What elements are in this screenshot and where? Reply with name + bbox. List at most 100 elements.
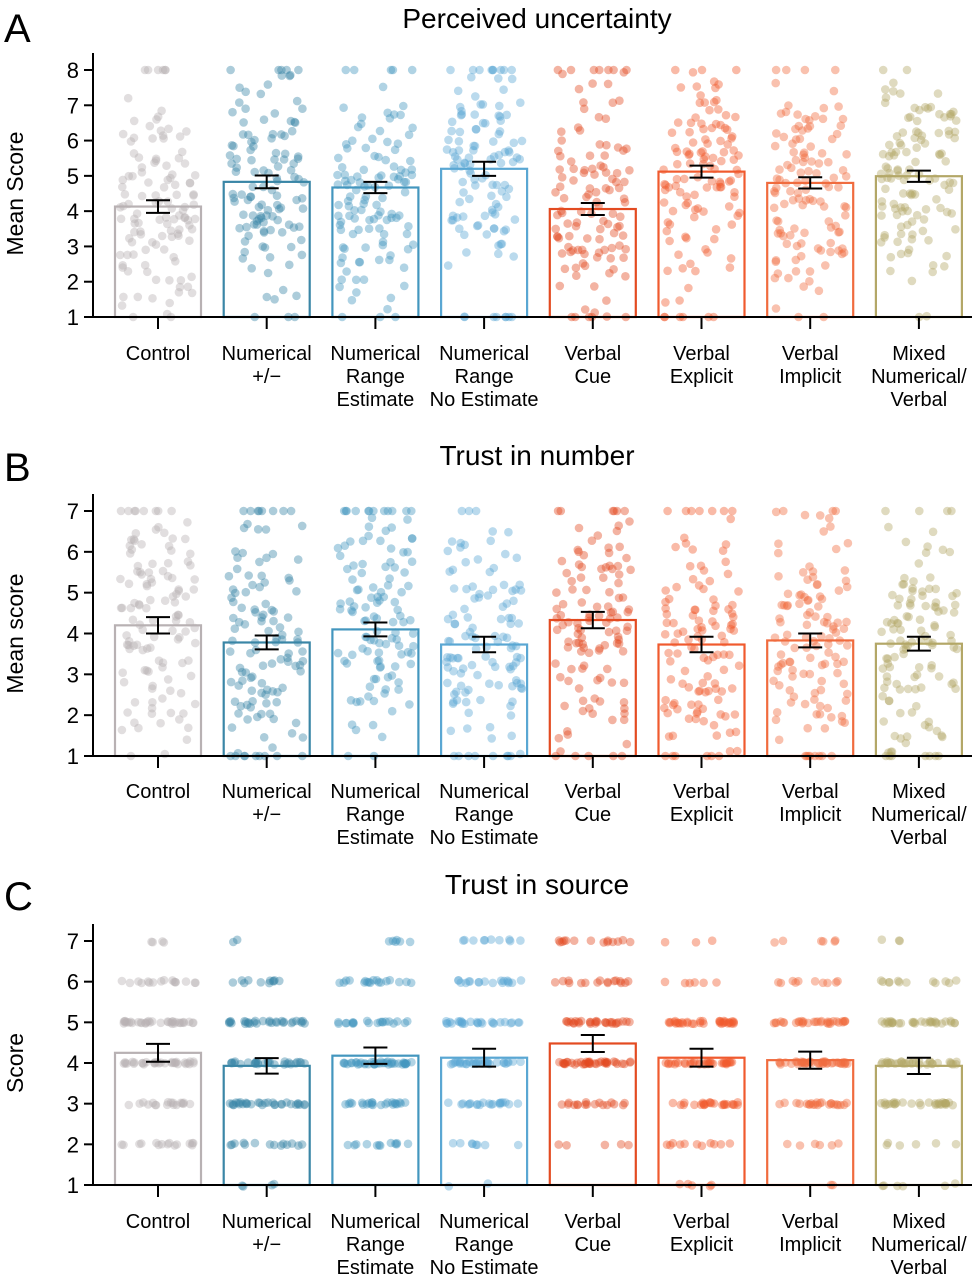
data-point: [503, 976, 512, 985]
error-bar: [254, 634, 279, 651]
data-point: [443, 678, 452, 688]
category-label: Verbal: [673, 343, 730, 365]
data-point: [232, 935, 242, 945]
data-point: [473, 1018, 483, 1028]
data-point: [620, 506, 629, 516]
error-bar: [580, 610, 605, 630]
data-point: [880, 233, 889, 242]
category-label: No Estimate: [430, 389, 539, 411]
data-point: [464, 977, 474, 986]
data-point: [899, 579, 909, 589]
data-point: [125, 978, 135, 988]
data-point: [469, 141, 479, 151]
data-point: [618, 1017, 628, 1026]
data-point: [115, 250, 125, 260]
data-point: [709, 606, 718, 616]
data-point: [625, 1058, 635, 1067]
data-point: [947, 209, 956, 218]
data-point: [556, 610, 566, 620]
data-point: [662, 226, 672, 236]
data-point: [364, 1018, 374, 1028]
data-point: [133, 292, 143, 302]
data-point: [819, 527, 828, 536]
data-point: [505, 662, 514, 672]
data-point: [117, 976, 127, 986]
y-tick-label: 2: [67, 703, 79, 728]
data-point: [378, 237, 388, 247]
data-point: [705, 1059, 714, 1068]
data-point: [776, 1060, 785, 1069]
data-point: [169, 214, 179, 224]
y-axis-label: Score: [2, 1033, 28, 1093]
data-point: [485, 1099, 494, 1108]
data-point: [494, 249, 503, 259]
data-point: [404, 581, 413, 591]
data-point: [584, 1057, 594, 1067]
data-point: [461, 557, 471, 567]
data-point: [257, 571, 267, 581]
data-point: [122, 631, 131, 640]
data-point: [499, 580, 509, 590]
data-point: [594, 611, 604, 621]
data-point: [562, 1017, 572, 1026]
data-point: [804, 595, 813, 605]
data-point: [516, 653, 525, 663]
data-point: [268, 212, 277, 221]
data-point: [460, 540, 470, 550]
data-point: [729, 1019, 738, 1028]
data-points: [116, 506, 200, 761]
data-point: [665, 236, 674, 246]
data-point: [783, 1139, 792, 1149]
category-label: +/−: [252, 1234, 281, 1256]
data-point: [793, 110, 802, 119]
data-point: [839, 1100, 849, 1110]
data-point: [672, 147, 682, 157]
data-point: [578, 706, 588, 716]
data-point: [508, 661, 518, 671]
data-point: [827, 134, 837, 144]
data-point: [241, 87, 250, 97]
data-point: [698, 1016, 707, 1026]
data-point: [567, 1058, 576, 1068]
data-point: [457, 1018, 467, 1027]
data-point: [147, 703, 157, 713]
data-point: [938, 545, 948, 555]
data-point: [673, 118, 683, 127]
data-point: [346, 1058, 356, 1068]
data-point: [230, 1139, 239, 1148]
data-point: [280, 149, 290, 159]
data-point: [145, 121, 155, 131]
data-point: [270, 155, 279, 164]
data-point: [605, 587, 614, 597]
data-point: [770, 141, 780, 151]
data-point: [381, 685, 391, 694]
data-point: [342, 1018, 351, 1028]
data-point: [148, 559, 157, 569]
data-point: [116, 574, 125, 584]
data-point: [794, 976, 803, 986]
data-point: [454, 137, 464, 146]
data-point: [917, 131, 927, 140]
data-point: [778, 658, 788, 668]
data-point: [139, 1060, 149, 1069]
data-point: [574, 523, 584, 533]
data-point: [822, 618, 832, 628]
data-point: [775, 165, 784, 174]
data-point: [714, 80, 723, 89]
category-label: Mixed: [892, 781, 945, 803]
data-point: [685, 127, 694, 137]
data-point: [241, 1098, 251, 1108]
category-label: Verbal: [673, 781, 730, 803]
data-point: [826, 247, 835, 257]
data-point: [840, 1017, 849, 1026]
data-point: [189, 190, 198, 199]
data-point: [121, 1018, 130, 1027]
data-point: [496, 65, 506, 75]
data-point: [659, 198, 669, 207]
data-point: [590, 170, 599, 179]
data-point: [372, 1141, 382, 1150]
data-point: [355, 178, 365, 187]
data-point: [800, 510, 810, 520]
data-point: [615, 241, 624, 250]
